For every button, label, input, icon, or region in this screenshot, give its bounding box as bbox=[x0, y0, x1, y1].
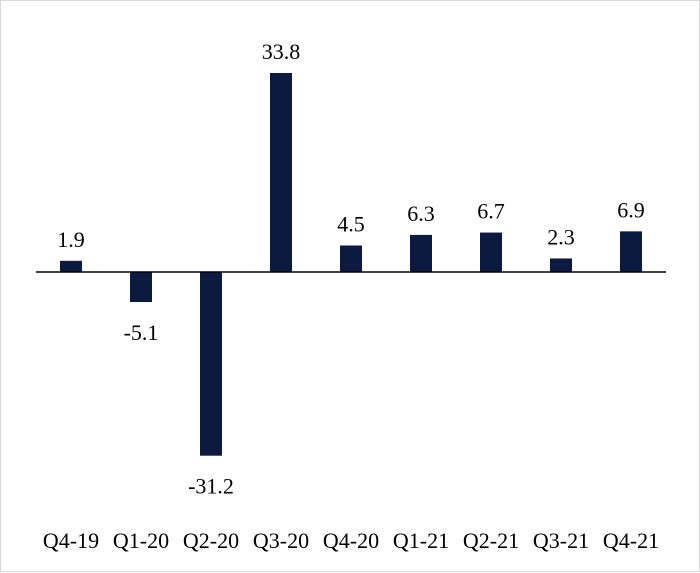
value-label-q2-20: -31.2 bbox=[188, 474, 234, 499]
value-label-q4-19: 1.9 bbox=[57, 227, 85, 252]
bar-q2-20 bbox=[200, 272, 222, 456]
value-label-q2-21: 6.7 bbox=[477, 199, 505, 224]
category-label-q4-19: Q4-19 bbox=[43, 528, 99, 553]
value-label-q4-21: 6.9 bbox=[617, 197, 645, 222]
bar-q2-21 bbox=[480, 232, 502, 272]
bar-q4-21 bbox=[620, 231, 642, 272]
bar-q3-20 bbox=[270, 72, 292, 273]
bar-q1-21 bbox=[410, 234, 432, 272]
category-label-q1-20: Q1-20 bbox=[113, 528, 169, 553]
category-label-q2-21: Q2-21 bbox=[463, 528, 519, 553]
category-label-q3-20: Q3-20 bbox=[253, 528, 309, 553]
value-label-q1-21: 6.3 bbox=[407, 201, 435, 226]
category-label-q4-20: Q4-20 bbox=[323, 528, 379, 553]
value-label-q1-20: -5.1 bbox=[124, 320, 159, 345]
bar-q4-20 bbox=[340, 245, 362, 272]
value-labels-group: 1.9 -5.1 -31.2 33.8 4.5 6.3 6.7 2.3 6.9 bbox=[57, 39, 645, 499]
bar-q3-21 bbox=[550, 258, 572, 272]
value-label-q4-20: 4.5 bbox=[337, 212, 365, 237]
bar-q4-19 bbox=[60, 260, 82, 272]
value-label-q3-21: 2.3 bbox=[547, 224, 575, 249]
bars-group bbox=[60, 72, 642, 456]
bar-q1-20 bbox=[130, 272, 152, 303]
value-label-q3-20: 33.8 bbox=[262, 39, 301, 64]
category-label-q3-21: Q3-21 bbox=[533, 528, 589, 553]
category-label-q4-21: Q4-21 bbox=[603, 528, 659, 553]
category-label-q1-21: Q1-21 bbox=[393, 528, 449, 553]
category-label-q2-20: Q2-20 bbox=[183, 528, 239, 553]
category-labels-group: Q4-19 Q1-20 Q2-20 Q3-20 Q4-20 Q1-21 Q2-21 Q3-21… bbox=[43, 528, 659, 553]
